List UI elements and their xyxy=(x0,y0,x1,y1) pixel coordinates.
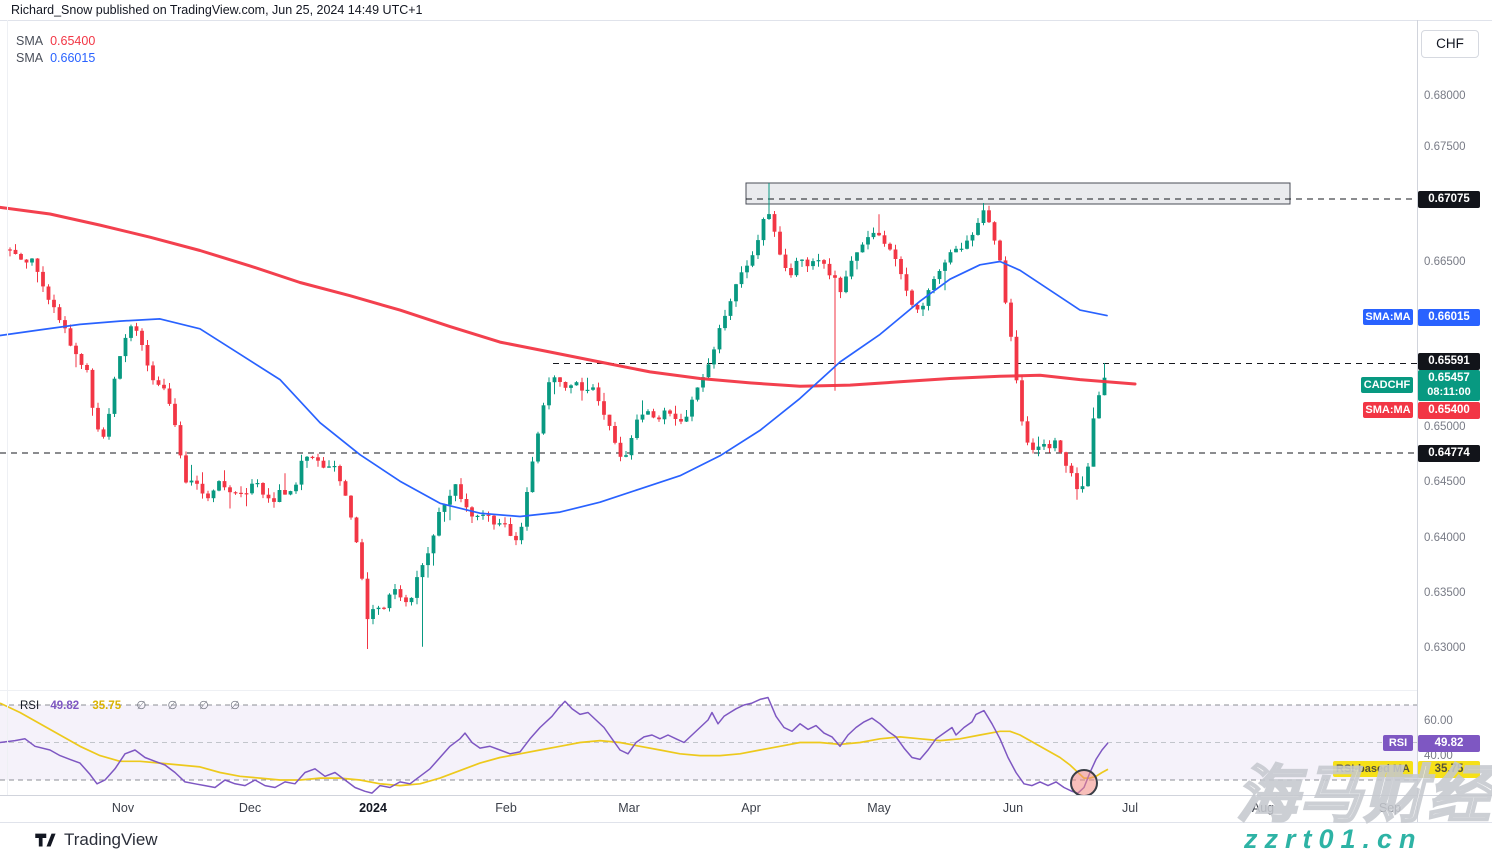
rsi-legend-label: RSI xyxy=(20,700,40,712)
rsi-band xyxy=(0,705,1417,780)
indicator-legend: SMA 0.65400 SMA 0.66015 xyxy=(16,33,95,67)
header-divider xyxy=(0,20,1492,21)
time-axis-border xyxy=(0,795,1492,796)
rsi-highlight-circle xyxy=(1070,769,1098,795)
sma-fast-value: 0.66015 xyxy=(50,51,96,65)
tradingview-logo[interactable]: TradingView xyxy=(34,830,158,850)
sma-fast-badge-label: SMA:MA xyxy=(1363,309,1413,325)
price-axis-label: 60.00 xyxy=(1424,715,1453,727)
sma-slow-line xyxy=(0,205,1137,388)
rsi-legend: RSI 49.82 35.75 ∅ ∅ ∅ ∅ xyxy=(20,698,249,712)
time-axis-label-mar: Mar xyxy=(618,801,640,815)
price-axis-label: 0.64500 xyxy=(1424,476,1466,488)
sma-fast-line xyxy=(0,260,1108,518)
sma-slow-badge: 0.65400 xyxy=(1418,401,1480,419)
price-axis-label: 0.64000 xyxy=(1424,532,1466,544)
time-axis-label-apr: Apr xyxy=(741,801,761,815)
time-axis-label-nov: Nov xyxy=(111,801,135,815)
rsi-legend-value: 49.82 xyxy=(50,700,80,712)
sma-slow-label: SMA xyxy=(16,34,44,48)
level-badge-064774: 0.64774 xyxy=(1418,444,1480,462)
sma-slow-badge-label: SMA:MA xyxy=(1363,402,1413,418)
candlesticks xyxy=(8,183,1107,649)
rsi-ma-badge-label: RSI-based MA xyxy=(1333,761,1413,777)
price-axis-label: 0.63000 xyxy=(1424,642,1466,654)
price-axis-label: 0.67500 xyxy=(1424,141,1466,153)
legend-sma-fast: SMA 0.66015 xyxy=(16,50,95,67)
price-axis-label: 0.66500 xyxy=(1424,256,1466,268)
resistance-zone xyxy=(745,182,1291,205)
rsi-line xyxy=(0,696,1109,794)
tradingview-logo-text: TradingView xyxy=(64,830,158,849)
rsi-na-placeholders: ∅ ∅ ∅ ∅ xyxy=(136,700,249,712)
time-axis-label-sep: Sep xyxy=(1378,801,1402,815)
rsi-badge-label: RSI xyxy=(1383,735,1413,751)
footer-border xyxy=(0,822,1492,823)
price-axis-border xyxy=(1417,20,1418,822)
price-axis-label: 40.00 xyxy=(1424,750,1453,762)
rsi-ma-legend-value: 35.75 xyxy=(92,700,122,712)
tradingview-logo-icon xyxy=(35,833,56,847)
page-title: Richard_Snow published on TradingView.co… xyxy=(11,3,423,17)
price-chart-pane[interactable] xyxy=(0,0,1417,795)
price-axis-label: 0.63500 xyxy=(1424,587,1466,599)
watermark-url: zzrt01.cn xyxy=(1244,824,1423,854)
last-price-badge: 0.65457 08:11:00 xyxy=(1418,370,1480,401)
last-price-badge-label: CADCHF xyxy=(1361,377,1413,393)
rsi-ma-badge: 35.75 xyxy=(1418,760,1480,778)
sma-slow-value: 0.65400 xyxy=(50,34,96,48)
rsi-badge: 49.82 xyxy=(1418,734,1480,752)
price-axis-label: 0.68000 xyxy=(1424,90,1466,102)
level-badge-065591: 0.65591 xyxy=(1418,352,1480,370)
time-axis-label-jun: Jun xyxy=(1002,801,1024,815)
level-badge-067075: 0.67075 xyxy=(1418,190,1480,208)
time-axis-label-jul: Jul xyxy=(1122,801,1138,815)
time-axis-label-dec: Dec xyxy=(238,801,262,815)
sma-fast-label: SMA xyxy=(16,51,44,65)
pane-left-border xyxy=(7,20,8,795)
time-axis-label-may: May xyxy=(867,801,891,815)
time-axis-label-feb: Feb xyxy=(495,801,517,815)
currency-button[interactable]: CHF xyxy=(1421,30,1479,58)
watermark-chinese: 海马财经 xyxy=(1235,760,1492,831)
sma-fast-badge: 0.66015 xyxy=(1418,308,1480,326)
pane-separator[interactable] xyxy=(0,690,1417,691)
time-axis-label-2024: 2024 xyxy=(359,801,387,815)
legend-sma-slow: SMA 0.65400 xyxy=(16,33,95,50)
rsi-ma-line xyxy=(0,702,1109,787)
price-axis-label: 0.65000 xyxy=(1424,421,1466,433)
time-axis-label-aug: Aug xyxy=(1251,801,1275,815)
